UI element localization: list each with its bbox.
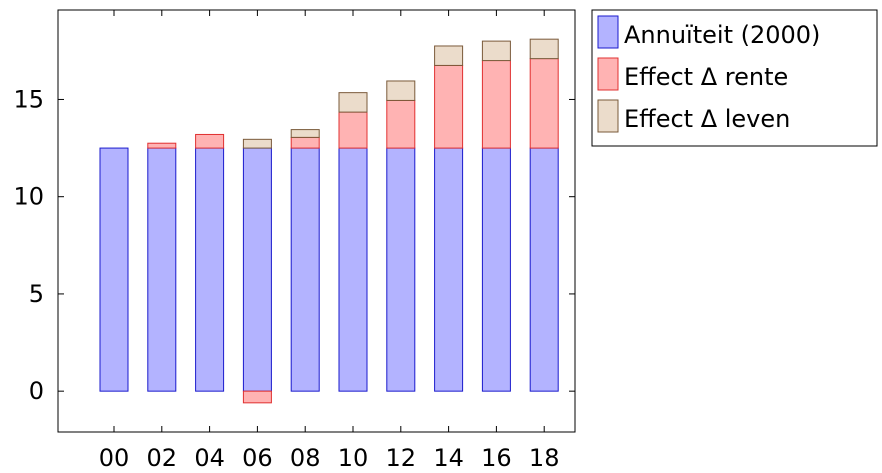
legend-swatch-0 [597, 15, 619, 49]
plot-area-frame [57, 9, 576, 433]
x-tick-label-06: 06 [242, 444, 273, 472]
bar-12-series-0 [386, 147, 416, 392]
bar-00-series-0 [99, 147, 129, 392]
bar-14-series-1 [434, 64, 464, 149]
x-tick-label-14: 14 [433, 444, 464, 472]
bar-02-series-0 [147, 147, 177, 392]
x-tick-label-02: 02 [147, 444, 178, 472]
legend-swatch-2 [597, 99, 619, 133]
legend-label-1: Effect Δ rente [624, 63, 788, 91]
y-tick-label-0: 0 [29, 377, 44, 405]
x-tick-label-00: 00 [99, 444, 130, 472]
x-tick-label-18: 18 [529, 444, 560, 472]
legend-swatch-1 [597, 57, 619, 91]
bars-layer [99, 38, 559, 404]
x-tick-label-16: 16 [481, 444, 512, 472]
y-tick-label-5: 5 [29, 280, 44, 308]
y-axis-tick-labels: 0 5 10 15 [13, 85, 44, 405]
bar-06-series-0 [242, 147, 272, 392]
bar-08-series-0 [290, 147, 320, 392]
legend-label-0: Annuïteit (2000) [624, 21, 820, 49]
bar-18-series-2 [529, 38, 559, 60]
y-tick-label-10: 10 [13, 183, 44, 211]
bar-04-series-1 [195, 133, 225, 149]
x-tick-label-04: 04 [194, 444, 225, 472]
legend: Annuïteit (2000) Effect Δ rente Effect Δ l… [591, 9, 878, 147]
bar-16-series-2 [481, 40, 511, 62]
bar-08-series-1 [290, 136, 320, 149]
bar-12-series-2 [386, 80, 416, 101]
bar-10-series-2 [338, 92, 368, 113]
y-tick-label-15: 15 [13, 85, 44, 113]
bar-08-series-2 [290, 129, 320, 138]
bar-14-series-0 [434, 147, 464, 392]
bar-18-series-1 [529, 58, 559, 149]
bar-12-series-1 [386, 99, 416, 149]
bar-18-series-0 [529, 147, 559, 392]
legend-box [591, 9, 878, 147]
bar-04-series-0 [195, 147, 225, 392]
bar-02-series-1 [147, 142, 177, 149]
axis-ticks [58, 10, 575, 432]
x-axis-tick-labels: 00 02 04 06 08 10 12 14 16 18 [99, 444, 560, 472]
x-tick-label-08: 08 [290, 444, 321, 472]
bar-10-series-1 [338, 111, 368, 149]
bar-06-series-2 [242, 138, 272, 149]
legend-label-2: Effect Δ leven [624, 105, 790, 133]
bar-10-series-0 [338, 147, 368, 392]
bar-14-series-2 [434, 45, 464, 66]
bar-06-series-1 [242, 390, 272, 404]
x-tick-label-10: 10 [338, 444, 369, 472]
bar-16-series-1 [481, 60, 511, 149]
x-tick-label-12: 12 [386, 444, 417, 472]
bar-16-series-0 [481, 147, 511, 392]
